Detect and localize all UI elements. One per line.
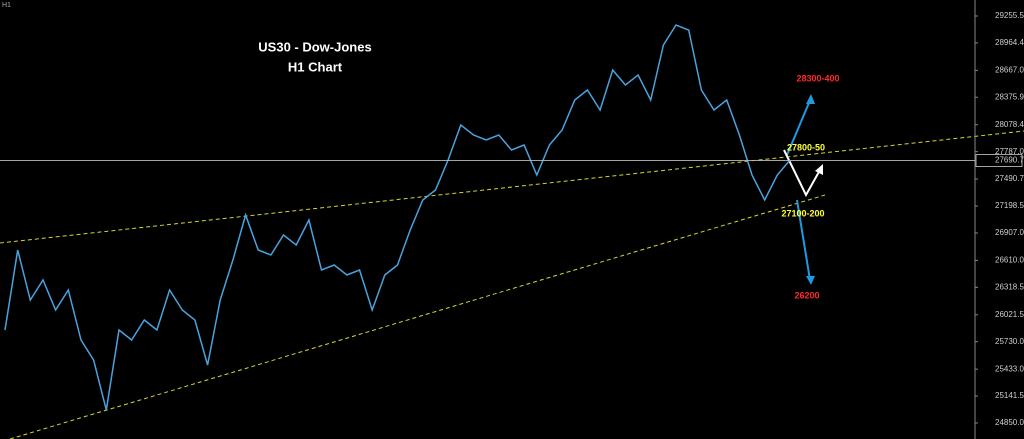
arrows xyxy=(783,94,823,285)
arrow-head xyxy=(806,276,815,285)
price-line xyxy=(4,24,791,411)
y-tick-label: 27198.5 xyxy=(995,201,1024,210)
y-tick-label: 26610.0 xyxy=(995,256,1024,265)
timeframe-label: H1 xyxy=(2,2,11,9)
chart-subtitle: H1 Chart xyxy=(288,59,343,74)
y-tick-label: 28964.4 xyxy=(995,38,1024,47)
y-tick-label: 29255.5 xyxy=(995,11,1024,20)
trendline xyxy=(9,194,826,439)
y-tick-label: 27787.0 xyxy=(995,147,1024,156)
arrow xyxy=(786,97,812,156)
current-price-box xyxy=(975,154,1023,167)
arrow xyxy=(796,199,811,281)
y-tick-label: 25141.5 xyxy=(995,391,1024,400)
y-tick-label: 25730.0 xyxy=(995,337,1024,346)
arrow-head xyxy=(815,164,823,175)
y-tick-label: 24850.0 xyxy=(995,418,1024,427)
y-tick-label: 28667.0 xyxy=(995,65,1024,74)
annotation: 26200 xyxy=(794,290,819,300)
arrow-head xyxy=(806,94,815,104)
y-tick-label: 27490.7 xyxy=(995,174,1024,183)
y-tick-label: 28078.4 xyxy=(995,120,1024,129)
annotation: 27800-50 xyxy=(787,142,825,152)
chart-title: US30 - Dow-Jones xyxy=(258,39,371,54)
annotation: 28300-400 xyxy=(796,73,839,83)
current-price-label: 27690.7 xyxy=(995,156,1024,165)
y-tick-label: 26907.0 xyxy=(995,228,1024,237)
arrow xyxy=(783,149,821,198)
y-tick-label: 28375.9 xyxy=(995,92,1024,101)
y-tick-label: 25433.0 xyxy=(995,364,1024,373)
y-tick-label: 26318.5 xyxy=(995,282,1024,291)
annotation: 27100-200 xyxy=(781,208,824,218)
trendline xyxy=(0,130,1024,244)
y-tick-label: 26021.5 xyxy=(995,310,1024,319)
